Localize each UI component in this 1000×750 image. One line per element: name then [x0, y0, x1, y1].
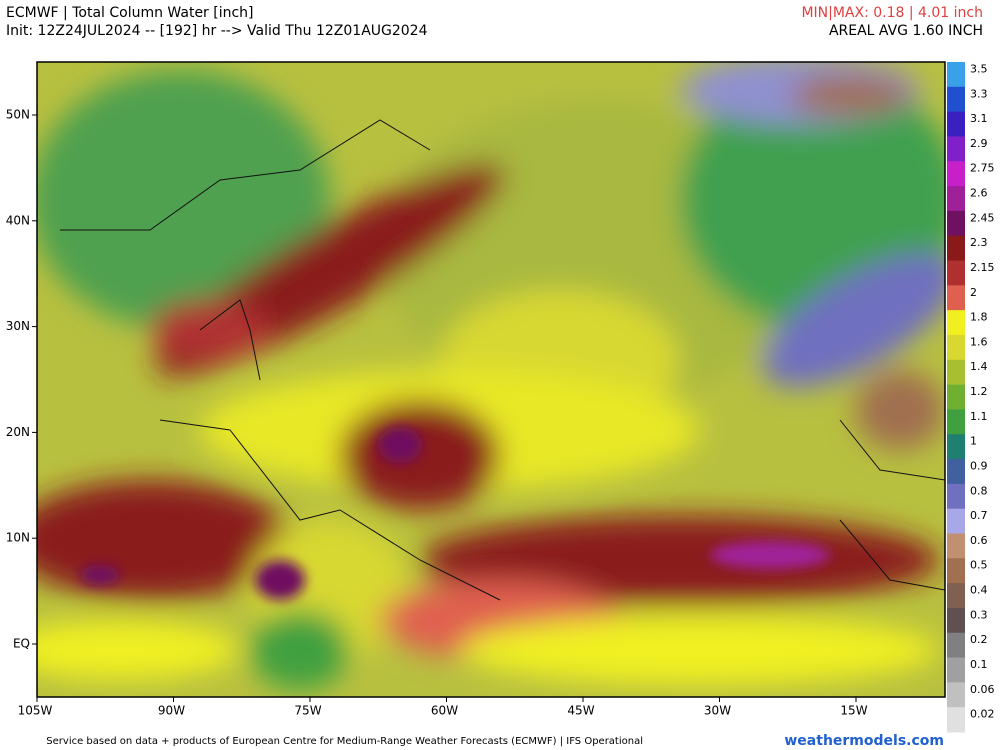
site: weathermodels.com — [784, 733, 944, 749]
lat-label: 10N — [6, 531, 30, 545]
colorbar-label: 0.9 — [970, 459, 988, 472]
colorbar-label: 2.9 — [970, 137, 988, 150]
credit: Service based on data + products of Euro… — [46, 736, 643, 747]
colorbar-swatch — [947, 186, 965, 212]
title: ECMWF | Total Column Water [inch] — [6, 5, 254, 21]
lon-label: 75W — [294, 704, 321, 718]
colorbar-swatch — [947, 558, 965, 584]
lat-label: EQ — [13, 637, 30, 651]
colorbar-label: 3.5 — [970, 62, 988, 75]
min-max: MIN|MAX: 0.18 | 4.01 inch — [801, 5, 983, 21]
colorbar-swatch — [947, 235, 965, 262]
map-frame — [36, 61, 946, 698]
colorbar-label: 1.8 — [970, 311, 988, 324]
colorbar-label: 2 — [970, 286, 977, 299]
lat-label: 20N — [6, 425, 30, 439]
colorbar-swatch — [947, 62, 965, 88]
colorbar-swatch — [947, 483, 965, 510]
lon-label: 90W — [158, 704, 185, 718]
colorbar-label: 2.3 — [970, 236, 988, 249]
lat-label: 50N — [6, 108, 30, 122]
colorbar-label: 0.3 — [970, 608, 988, 621]
lat-label: 30N — [6, 319, 30, 333]
colorbar-swatch — [947, 682, 965, 708]
map-field — [37, 62, 945, 697]
colorbar-label: 1.6 — [970, 335, 988, 348]
colorbar-label: 0.5 — [970, 559, 988, 572]
colorbar-label: 0.7 — [970, 509, 988, 522]
lon-label: 60W — [431, 704, 458, 718]
colorbar-label: 0.02 — [970, 708, 995, 721]
colorbar-swatch — [947, 533, 965, 559]
colorbar-swatch — [947, 260, 965, 286]
colorbar-swatch — [947, 607, 965, 634]
colorbar-label: 2.45 — [970, 211, 995, 224]
colorbar-swatch — [947, 707, 965, 733]
colorbar-swatch — [947, 111, 965, 137]
lon-label: 45W — [567, 704, 594, 718]
colorbar-swatch — [947, 632, 965, 659]
colorbar-swatch — [947, 434, 965, 460]
lon-label: 105W — [18, 704, 53, 718]
colorbar-swatch — [947, 161, 965, 187]
colorbar-swatch — [947, 285, 965, 311]
colorbar-swatch — [947, 86, 965, 113]
colorbar-swatch — [947, 657, 965, 683]
colorbar-label: 1 — [970, 435, 977, 448]
colorbar-label: 2.6 — [970, 187, 988, 200]
colorbar-label: 0.4 — [970, 584, 988, 597]
lat-label: 40N — [6, 213, 30, 227]
colorbar-swatch — [947, 508, 965, 534]
colorbar-swatch — [947, 583, 965, 609]
colorbar-swatch — [947, 310, 965, 336]
colorbar-label: 3.3 — [970, 87, 988, 100]
colorbar-swatch — [947, 359, 965, 386]
lon-label: 30W — [704, 704, 731, 718]
colorbar-label: 0.8 — [970, 484, 988, 497]
colorbar-label: 1.1 — [970, 410, 988, 423]
colorbar-swatch — [947, 334, 965, 361]
colorbar-swatch — [947, 384, 965, 410]
colorbar-label: 0.2 — [970, 633, 988, 646]
colorbar-swatch — [947, 136, 965, 162]
colorbar-label: 0.06 — [970, 683, 995, 696]
colorbar-label: 1.4 — [970, 360, 988, 373]
colorbar-swatch — [947, 459, 965, 485]
colorbar-swatch — [947, 210, 965, 237]
colorbar-label: 2.15 — [970, 261, 995, 274]
areal-avg: AREAL AVG 1.60 INCH — [829, 23, 983, 39]
init-time: Init: 12Z24JUL2024 -- [192] hr --> Valid… — [6, 23, 428, 39]
colorbar-label: 0.6 — [970, 534, 988, 547]
colorbar-label: 3.1 — [970, 112, 988, 125]
colorbar-label: 0.1 — [970, 658, 988, 671]
colorbar-label: 1.2 — [970, 385, 988, 398]
colorbar-swatch — [947, 409, 965, 435]
lon-label: 15W — [840, 704, 867, 718]
colorbar-label: 2.75 — [970, 162, 995, 175]
